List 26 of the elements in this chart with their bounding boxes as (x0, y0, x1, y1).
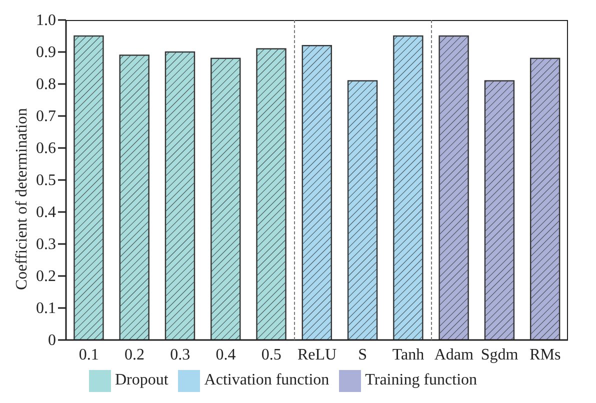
y-tick-label: 0.8 (36, 76, 56, 93)
x-tick-label: S (358, 346, 368, 364)
legend-label: Dropout (114, 372, 168, 389)
y-tick-label: 0.9 (36, 44, 56, 61)
x-tick-label: 0.2 (124, 346, 144, 364)
x-tick-label: Tanh (392, 346, 424, 364)
x-tick-label: Adam (434, 346, 474, 364)
y-tick-label: 0.2 (36, 268, 56, 285)
x-tick-label: RMs (530, 346, 561, 364)
x-tick-label: Sgdm (480, 346, 519, 364)
y-tick-label: 1.0 (36, 12, 56, 29)
y-tick-label: 0.6 (36, 140, 56, 157)
x-tick-label: 0.5 (261, 346, 282, 364)
x-tick-label: 0.4 (216, 346, 236, 364)
y-tick-label: 0.3 (36, 236, 56, 253)
y-tick-label: 0.5 (36, 172, 56, 189)
x-tick-label: 0.3 (170, 346, 190, 364)
y-tick-label: 0 (48, 332, 56, 349)
x-tick-label: 0.1 (78, 346, 99, 364)
y-tick-label: 0.1 (36, 300, 56, 317)
legend-label: Activation function (204, 372, 330, 389)
y-axis-title: Coefficient of determination (14, 108, 31, 290)
legend-label: Training function (365, 372, 478, 389)
x-tick-label: ReLU (297, 346, 337, 364)
y-tick-label: 0.4 (36, 204, 56, 221)
y-tick-label: 0.7 (36, 108, 56, 125)
